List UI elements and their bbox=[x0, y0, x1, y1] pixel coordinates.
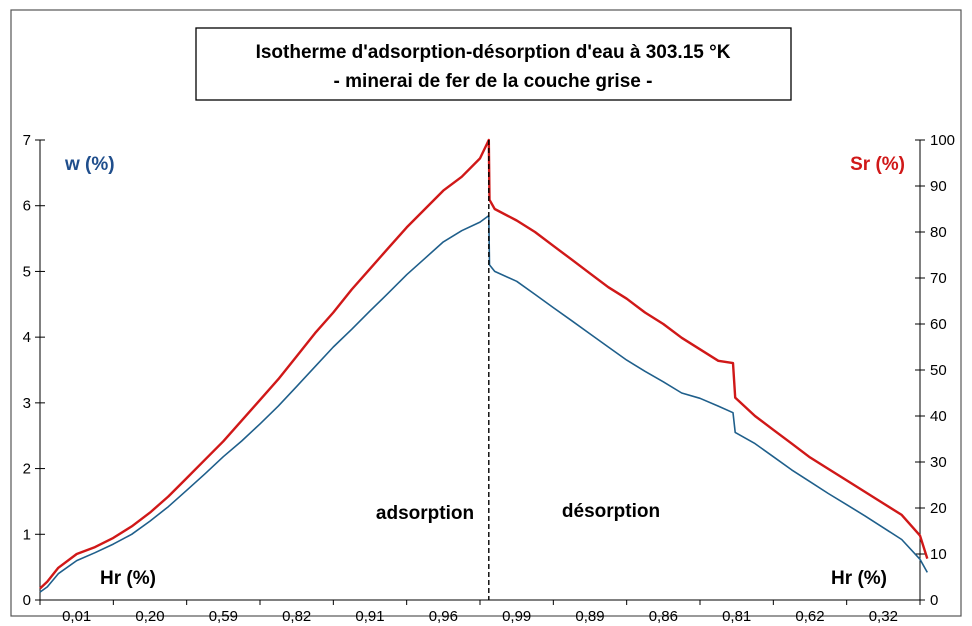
right-axis-label: Sr (%) bbox=[850, 154, 905, 175]
right-y-tick-label: 20 bbox=[930, 500, 947, 517]
title-box-frame bbox=[195, 27, 792, 101]
x-axis-label-left: Hr (%) bbox=[100, 568, 156, 589]
x-tick-label: 0,62 bbox=[795, 608, 824, 625]
x-tick-label: 0,89 bbox=[575, 608, 604, 625]
x-tick-label: 0,96 bbox=[429, 608, 458, 625]
x-tick-label: 0,82 bbox=[282, 608, 311, 625]
right-y-tick-label: 70 bbox=[930, 270, 947, 287]
right-y-tick-label: 60 bbox=[930, 316, 947, 333]
right-y-tick-label: 50 bbox=[930, 362, 947, 379]
left-y-tick-label: 1 bbox=[23, 526, 31, 543]
x-tick-label: 0,99 bbox=[502, 608, 531, 625]
left-axis-label: w (%) bbox=[64, 154, 115, 175]
left-y-tick-label: 6 bbox=[23, 198, 31, 215]
left-y-tick-label: 3 bbox=[23, 395, 31, 412]
left-y-tick-label: 0 bbox=[23, 592, 31, 609]
x-tick-label: 0,81 bbox=[722, 608, 751, 625]
right-y-tick-label: 100 bbox=[930, 132, 955, 149]
x-tick-label: 0,32 bbox=[869, 608, 898, 625]
x-tick-label: 0,20 bbox=[135, 608, 164, 625]
right-y-tick-label: 80 bbox=[930, 224, 947, 241]
left-y-tick-label: 2 bbox=[23, 461, 31, 478]
left-y-tick-label: 7 bbox=[23, 132, 31, 149]
right-y-tick-label: 0 bbox=[930, 592, 938, 609]
right-y-tick-label: 40 bbox=[930, 408, 947, 425]
chart-border bbox=[10, 9, 962, 617]
annotation-desorption: désorption bbox=[562, 501, 660, 522]
series-line-sr bbox=[39, 138, 929, 590]
left-y-tick-label: 4 bbox=[23, 329, 31, 346]
left-y-tick-label: 5 bbox=[23, 263, 31, 280]
x-tick-label: 0,59 bbox=[209, 608, 238, 625]
right-y-tick-label: 90 bbox=[930, 178, 947, 195]
right-y-tick-label: 30 bbox=[930, 454, 947, 471]
chart-title-line-2: - minerai de fer de la couche grise - bbox=[334, 71, 653, 92]
annotation-adsorption: adsorption bbox=[376, 503, 474, 524]
chart-title-line-1: Isotherme d'adsorption-désorption d'eau … bbox=[256, 42, 731, 63]
title-box: Isotherme d'adsorption-désorption d'eau … bbox=[195, 27, 792, 101]
x-axis-label-right: Hr (%) bbox=[831, 568, 887, 589]
x-tick-label: 0,91 bbox=[355, 608, 384, 625]
right-y-tick-label: 10 bbox=[930, 546, 947, 563]
x-tick-label: 0,86 bbox=[649, 608, 678, 625]
x-tick-label: 0,01 bbox=[62, 608, 91, 625]
